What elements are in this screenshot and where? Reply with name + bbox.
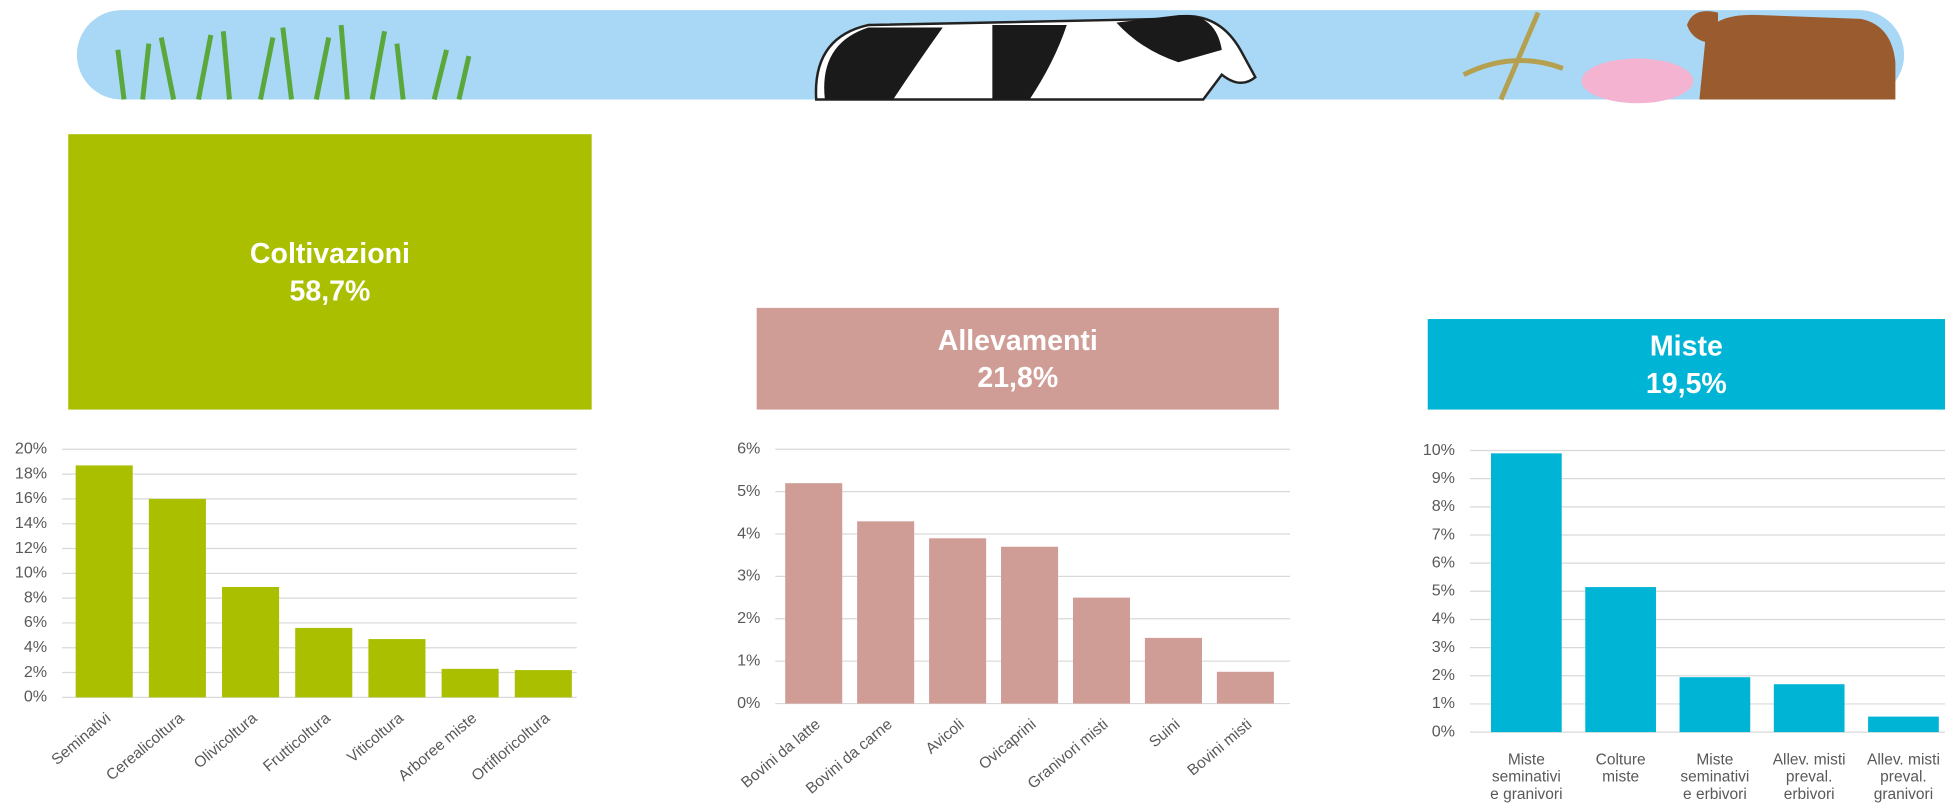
bar <box>1585 587 1656 733</box>
x-tick-label: Bovini misti <box>1184 716 1255 779</box>
y-tick-label: 6% <box>737 440 760 458</box>
y-tick-label: 18% <box>15 464 47 482</box>
y-tick-label: 5% <box>1432 582 1455 600</box>
header-share: 21,8% <box>977 362 1058 394</box>
bar <box>1773 684 1845 733</box>
bar <box>148 498 206 698</box>
y-tick-label: 10% <box>1423 441 1455 459</box>
y-tick-label: 16% <box>15 489 47 507</box>
y-tick-label: 20% <box>15 440 47 458</box>
bar <box>785 483 843 704</box>
x-tick-label: erbivori <box>1784 786 1835 803</box>
y-tick-label: 2% <box>1432 666 1455 684</box>
x-tick-label: Viticoltura <box>344 709 407 766</box>
bar <box>295 627 353 698</box>
bar <box>1868 716 1939 733</box>
bar <box>1072 597 1131 704</box>
x-tick-label: Arboree miste <box>395 710 480 785</box>
bar <box>929 538 987 704</box>
y-tick-label: 9% <box>1432 469 1455 487</box>
y-tick-label: 2% <box>24 663 47 681</box>
bar <box>1144 637 1202 704</box>
y-tick-label: 12% <box>15 539 47 557</box>
y-tick-label: 4% <box>24 638 47 656</box>
y-tick-label: 4% <box>1432 610 1455 628</box>
header-box <box>756 307 1279 410</box>
farm-animals-illustration <box>1462 11 1896 104</box>
y-tick-label: 2% <box>737 609 760 627</box>
x-tick-label: e granivori <box>1490 786 1562 803</box>
bar <box>441 668 499 698</box>
x-tick-label: Seminativi <box>49 710 115 769</box>
header-title: Allevamenti <box>938 325 1098 357</box>
bar <box>857 521 915 704</box>
header-title: Coltivazioni <box>250 238 410 270</box>
header-share: 58,7% <box>290 275 371 307</box>
y-tick-label: 0% <box>24 688 47 706</box>
x-tick-label: Ortifloricoltura <box>468 709 553 784</box>
grass-illustration <box>115 24 472 101</box>
x-tick-label: Miste <box>1508 751 1545 768</box>
x-tick-label: e erbivori <box>1683 786 1747 803</box>
y-tick-label: 0% <box>1432 722 1455 740</box>
bar <box>368 639 426 698</box>
y-tick-label: 8% <box>1432 497 1455 515</box>
cow-illustration <box>814 14 1257 101</box>
x-tick-label: Avicoli <box>923 716 968 758</box>
bar <box>1679 677 1751 733</box>
x-tick-label: Miste <box>1696 751 1733 768</box>
x-tick-label: Ovicaprini <box>976 716 1040 773</box>
x-tick-label: preval. <box>1880 769 1927 786</box>
x-tick-label: seminativi <box>1680 769 1749 786</box>
bar <box>222 586 280 698</box>
x-tick-label: Allev. misti <box>1867 751 1940 768</box>
y-tick-label: 14% <box>15 514 47 532</box>
y-tick-label: 4% <box>737 524 760 542</box>
y-tick-label: 7% <box>1432 525 1455 543</box>
y-tick-label: 8% <box>24 588 47 606</box>
y-tick-label: 5% <box>737 482 760 500</box>
bar <box>1216 671 1274 704</box>
y-tick-label: 1% <box>737 651 760 669</box>
header-share: 19,5% <box>1646 368 1727 400</box>
banner <box>76 10 1905 104</box>
bar <box>75 465 133 698</box>
header-box <box>1427 319 1945 410</box>
y-tick-label: 6% <box>24 613 47 631</box>
x-tick-label: granivori <box>1874 786 1933 803</box>
x-tick-label: Olivicoltura <box>191 709 261 772</box>
y-tick-label: 1% <box>1432 694 1455 712</box>
y-tick-label: 10% <box>15 564 47 582</box>
header-title: Miste <box>1650 331 1723 363</box>
x-tick-label: Frutticoltura <box>260 709 334 775</box>
y-tick-label: 0% <box>737 694 760 712</box>
y-tick-label: 3% <box>737 567 760 585</box>
bar <box>1491 453 1562 733</box>
x-tick-label: miste <box>1602 769 1639 786</box>
x-tick-label: Colture <box>1596 751 1646 768</box>
y-tick-label: 3% <box>1432 638 1455 656</box>
x-tick-label: preval. <box>1786 769 1833 786</box>
x-tick-label: Suini <box>1146 716 1183 751</box>
x-tick-label: Cerealicoltura <box>103 709 187 784</box>
bar <box>1001 546 1059 704</box>
header-box <box>68 134 592 410</box>
bar <box>514 670 572 698</box>
x-tick-label: Allev. misti <box>1773 751 1846 768</box>
x-tick-label: seminativi <box>1492 769 1561 786</box>
y-tick-label: 6% <box>1432 553 1455 571</box>
